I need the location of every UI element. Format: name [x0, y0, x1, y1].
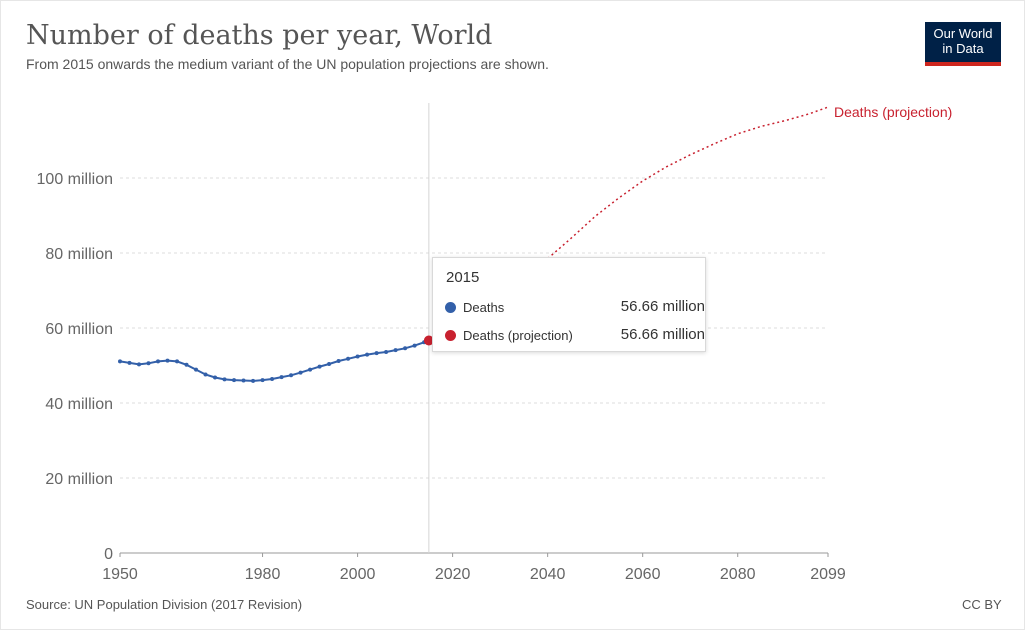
x-tick-label: 2060: [625, 566, 661, 583]
projection-legend-dot: [445, 330, 456, 341]
deaths-point: [184, 362, 189, 367]
deaths-point: [222, 377, 227, 382]
y-tick-label: 40 million: [45, 396, 113, 413]
deaths-point: [241, 378, 246, 383]
deaths-point: [232, 378, 237, 383]
deaths-legend-dot: [445, 302, 456, 313]
deaths-point: [384, 350, 389, 354]
deaths-point: [279, 375, 284, 380]
tooltip-row-projection: Deaths (projection) 56.66 million: [445, 326, 705, 346]
deaths-point: [270, 377, 275, 381]
deaths-point: [118, 359, 122, 364]
deaths-point: [393, 348, 398, 353]
deaths-line: [119, 339, 430, 382]
x-tick-label: 2000: [340, 566, 376, 583]
x-tick-label: 2099: [810, 566, 846, 583]
x-tick-label: 2080: [720, 566, 756, 583]
x-tick-label: 2020: [435, 566, 471, 583]
y-tick-label: 20 million: [45, 471, 113, 488]
tooltip-series-value: 56.66 million: [620, 326, 705, 343]
y-tick-label: 0: [104, 546, 113, 563]
tooltip-series-name: Deaths: [463, 300, 505, 315]
deaths-point: [346, 356, 351, 361]
tooltip-series-value: 56.66 million: [620, 298, 705, 315]
deaths-point: [298, 370, 303, 375]
deaths-point: [289, 373, 294, 378]
tooltip-year: 2015: [446, 269, 480, 286]
deaths-point: [156, 359, 161, 364]
deaths-point: [336, 359, 341, 363]
x-tick-label: 1980: [245, 566, 281, 583]
deaths-point: [403, 346, 408, 351]
deaths-point: [203, 372, 208, 377]
deaths-point: [317, 364, 322, 369]
deaths-point: [327, 362, 332, 366]
deaths-point: [412, 343, 417, 348]
license-link[interactable]: CC BY: [962, 597, 1002, 612]
tooltip-row-deaths: Deaths 56.66 million: [445, 298, 705, 318]
y-tick-label: 60 million: [45, 321, 113, 338]
chart-title: Number of deaths per year, World: [26, 20, 493, 51]
x-tick-label: 1950: [102, 566, 138, 583]
projection-series-label: Deaths (projection): [834, 104, 952, 120]
highlight-point: [423, 335, 434, 346]
deaths-point: [194, 367, 199, 372]
deaths-point: [213, 375, 218, 380]
deaths-point: [137, 362, 142, 367]
deaths-point: [127, 360, 132, 365]
tooltip-series-name: Deaths (projection): [463, 328, 573, 343]
deaths-point: [251, 378, 256, 383]
owid-logo[interactable]: Our World in Data: [925, 22, 1001, 66]
deaths-point: [175, 359, 180, 364]
deaths-point: [308, 367, 313, 372]
source-note[interactable]: Source: UN Population Division (2017 Rev…: [26, 597, 303, 612]
x-tick-label: 2040: [530, 566, 566, 583]
deaths-point: [355, 354, 360, 359]
deaths-point: [365, 352, 370, 357]
chart-subtitle: From 2015 onwards the medium variant of …: [26, 56, 549, 72]
deaths-point: [146, 361, 151, 366]
y-tick-label: 100 million: [37, 171, 113, 188]
deaths-point: [374, 351, 379, 356]
deaths-point: [260, 378, 265, 383]
logo-line-1: Our World: [933, 26, 993, 41]
deaths-point: [165, 358, 170, 363]
line-chart[interactable]: 0 20 million 40 million 60 million 80 millio…: [0, 0, 1025, 590]
hover-tooltip: 2015 Deaths 56.66 million Deaths (projec…: [432, 257, 706, 352]
logo-line-2: in Data: [942, 41, 984, 56]
y-tick-label: 80 million: [45, 246, 113, 263]
